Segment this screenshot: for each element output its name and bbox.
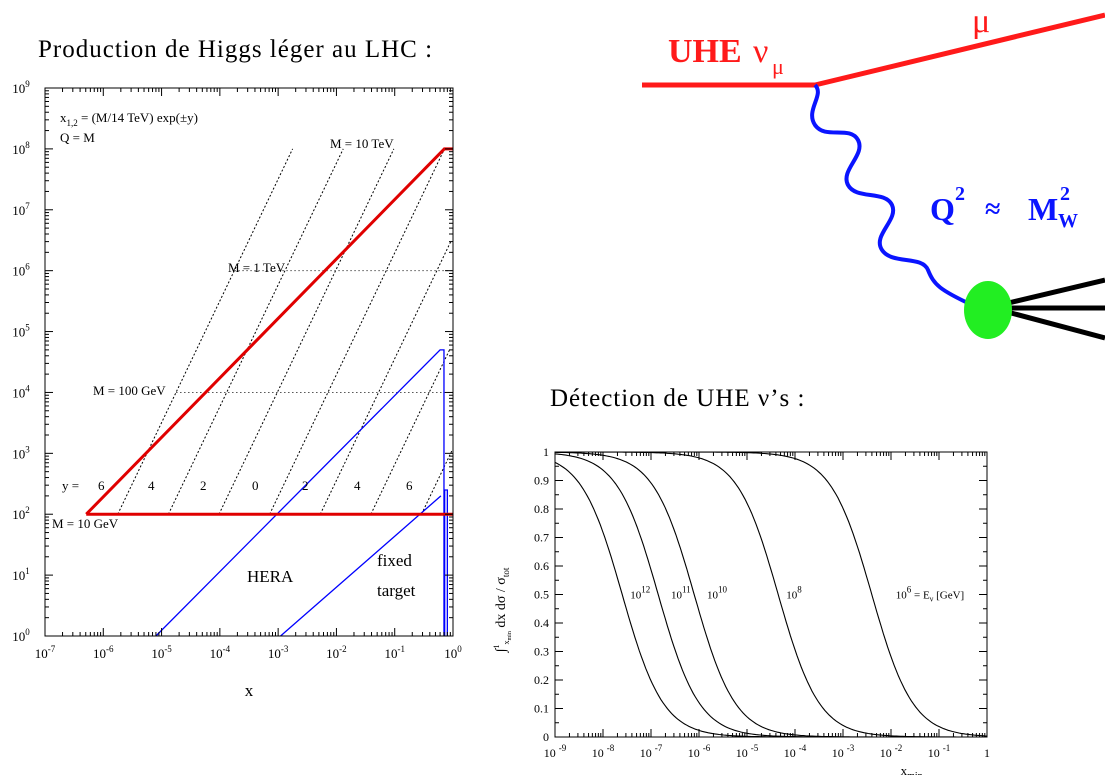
x-axis-label: x xyxy=(245,681,254,700)
y-tick-label: 108 xyxy=(12,140,30,157)
formula-x: x1,2 = (M/14 TeV) exp(±y) xyxy=(60,110,198,128)
x-tick-label: 10 -7 xyxy=(640,743,663,760)
rapidity-line xyxy=(167,148,344,515)
outgoing-muon-line xyxy=(814,12,1105,88)
y-tick-label: 107 xyxy=(12,201,30,218)
nu-subscript: μ xyxy=(772,54,784,79)
series-label: 1012 xyxy=(630,585,650,602)
y-tick-label: 0.6 xyxy=(534,559,549,573)
annotation-target: target xyxy=(377,581,416,600)
y-tick-label: 0.3 xyxy=(534,645,549,659)
y-tick-label: 0.9 xyxy=(534,474,549,488)
annotation-m-10tev: M = 10 TeV xyxy=(330,136,394,151)
y-tick-label: 106 xyxy=(12,262,30,279)
series-label: 108 xyxy=(786,585,802,602)
lhc-upper-boundary xyxy=(85,147,453,516)
y-tick-label: 109 xyxy=(12,79,30,96)
y-tick-label: 0.2 xyxy=(534,673,549,687)
rapidity-label: 2 xyxy=(200,478,207,493)
x-tick-label: 10 -3 xyxy=(832,743,855,760)
rapidity-line xyxy=(117,148,294,515)
y-tick-label: 104 xyxy=(12,383,30,400)
x-tick-label: 10 -2 xyxy=(880,743,903,760)
x-tick-label: 10-1 xyxy=(384,644,405,661)
feynman-diagram: UHE ν μ μ Q 2 ≈ M 2 W xyxy=(642,3,1105,341)
left-heading: Production de Higgs léger au LHC : xyxy=(38,36,434,63)
rapidity-label: 6 xyxy=(98,478,105,493)
muon-label: μ xyxy=(972,3,990,40)
hera-region xyxy=(155,349,445,637)
fixed-target-line xyxy=(280,495,442,637)
lhc-kinematic-chart: 10-7 10-6 10-5 10-4 10-3 10-2 10-1 100 100 101 10… xyxy=(12,79,462,700)
nu-symbol: ν xyxy=(753,33,768,70)
annotation-m-100gev: M = 100 GeV xyxy=(93,383,166,398)
annotation-m-1tev: M = 1 TeV xyxy=(228,260,286,275)
x-tick-label: 10-4 xyxy=(210,644,231,661)
y-tick-label: 103 xyxy=(12,444,30,461)
y-tick-label: 101 xyxy=(12,566,30,583)
y-tick-label: 0.5 xyxy=(534,588,549,602)
q-label: Q xyxy=(930,191,955,227)
y-tick-label: 0.8 xyxy=(534,502,549,516)
y-tick-label: 0.4 xyxy=(534,616,549,630)
y-tick-label: 100 xyxy=(12,627,30,644)
rapidity-label: 4 xyxy=(354,478,361,493)
x-tick-label: 10 -9 xyxy=(544,743,567,760)
rapidity-line xyxy=(218,148,395,515)
series-label: 106 = Eν [GeV] xyxy=(896,585,964,604)
annotation-m-10gev: M = 10 GeV xyxy=(52,516,119,531)
annotation-y-equals: y = xyxy=(62,478,79,493)
plot-frame xyxy=(44,87,454,637)
uhe-neutrino-chart: 10 -9 10 -8 10 -7 10 -6 10 -5 10 -4 10 -3 10 -2… xyxy=(492,445,990,775)
y-tick-label: 102 xyxy=(12,505,30,522)
x-tick-label: 10 -1 xyxy=(928,743,951,760)
y-tick-label: 0 xyxy=(543,730,549,744)
jet-line-1 xyxy=(999,277,1105,308)
x-min-axis-label: xmin xyxy=(901,763,923,775)
x-tick-label: 10 -4 xyxy=(784,743,807,760)
x-tick-label: 100 xyxy=(444,644,462,661)
y-axis-label: ∫1xmin dx dσ / σtot xyxy=(492,567,513,653)
formula-q: Q = M xyxy=(60,130,95,145)
annotation-hera: HERA xyxy=(247,567,294,586)
fixed-target-edge xyxy=(444,489,449,636)
right-heading: Détection de UHE ν’s : xyxy=(550,385,806,412)
x-tick-label: 10 -5 xyxy=(736,743,759,760)
rapidity-line xyxy=(319,240,452,515)
y-tick-label: 0.1 xyxy=(534,702,549,716)
rapidity-label: 4 xyxy=(148,478,155,493)
svg-text:∫1xmin dx dσ / σtot: ∫1xmin dx dσ / σtot xyxy=(492,567,513,653)
hadron-blob xyxy=(964,281,1012,339)
jet-line-3 xyxy=(999,307,1105,341)
x-tick-label: 10-2 xyxy=(326,644,347,661)
series-label: 1010 xyxy=(707,585,728,602)
x-tick-label: 10-3 xyxy=(268,644,289,661)
y-tick-label: 0.7 xyxy=(534,531,549,545)
m-subscript: W xyxy=(1058,210,1078,232)
x-tick-label: 10 -6 xyxy=(688,743,711,760)
rapidity-line xyxy=(269,148,445,515)
x-tick-label: 10-6 xyxy=(93,644,114,661)
rapidity-label: 2 xyxy=(302,478,309,493)
q-superscript: 2 xyxy=(955,183,965,205)
x-tick-label: 10-7 xyxy=(35,644,56,661)
y-tick-label: 105 xyxy=(12,323,30,340)
w-boson-line xyxy=(810,83,973,307)
rapidity-label: 6 xyxy=(406,478,413,493)
x-tick-label: 10 -8 xyxy=(592,743,615,760)
approx-symbol: ≈ xyxy=(985,194,1000,225)
m-superscript: 2 xyxy=(1060,183,1070,205)
uhe-label: UHE xyxy=(668,33,742,70)
rapidity-label: 0 xyxy=(252,478,259,493)
m-label: M xyxy=(1028,191,1058,227)
x-tick-label: 10-5 xyxy=(151,644,172,661)
y-tick-label: 1 xyxy=(543,445,549,459)
annotation-fixed: fixed xyxy=(377,551,412,570)
series-label: 1011 xyxy=(671,585,691,602)
x-tick-label: 1 xyxy=(984,746,990,760)
